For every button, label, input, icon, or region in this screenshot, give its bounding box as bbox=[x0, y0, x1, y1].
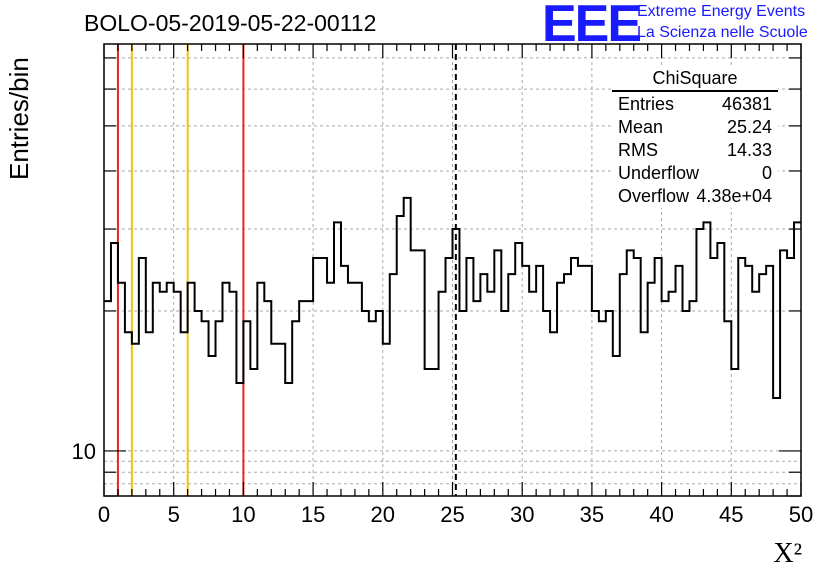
y-tick-labels: 10 bbox=[72, 439, 96, 464]
logo-line-1: Extreme Energy Events bbox=[637, 3, 806, 20]
stats-value: 4.38e+04 bbox=[696, 186, 772, 206]
stats-row-underflow: Underflow 0 bbox=[612, 162, 778, 185]
eee-logo: EEE bbox=[542, 0, 642, 53]
stats-value: 0 bbox=[761, 163, 772, 183]
y-tick-label: 10 bbox=[72, 439, 96, 464]
stats-label: Entries bbox=[618, 94, 675, 114]
stats-row-rms: RMS 14.33 bbox=[612, 139, 778, 162]
x-tick-label: 20 bbox=[371, 502, 395, 527]
x-tick-label: 0 bbox=[98, 502, 110, 527]
plot-title: BOLO-05-2019-05-22-00112 bbox=[84, 10, 377, 36]
stats-row-entries: Entries 46381 bbox=[612, 93, 778, 116]
stats-title: ChiSquare bbox=[612, 68, 778, 92]
x-tick-label: 35 bbox=[580, 502, 604, 527]
y-axis-label: Entries/bin bbox=[4, 57, 34, 180]
x-axis-label: X² bbox=[773, 538, 802, 569]
stats-label: Underflow bbox=[618, 163, 700, 183]
stats-row-overflow: Overflow 4.38e+04 bbox=[612, 185, 778, 208]
x-tick-label: 15 bbox=[301, 502, 325, 527]
x-tick-label: 40 bbox=[649, 502, 673, 527]
stats-box: ChiSquare Entries 46381 Mean 25.24 RMS 1… bbox=[612, 68, 778, 208]
stats-value: 14.33 bbox=[726, 140, 772, 160]
x-tick-label: 5 bbox=[168, 502, 180, 527]
stats-label: Overflow bbox=[618, 186, 690, 206]
histogram-line bbox=[104, 196, 801, 399]
x-tick-label: 10 bbox=[231, 502, 255, 527]
stats-value: 25.24 bbox=[726, 117, 772, 137]
x-tick-labels: 0 5 10 15 20 25 30 35 40 45 50 bbox=[98, 502, 813, 527]
stats-row-mean: Mean 25.24 bbox=[612, 116, 778, 139]
x-tick-label: 45 bbox=[719, 502, 743, 527]
axis-ticks bbox=[103, 44, 802, 497]
stats-label: RMS bbox=[618, 140, 658, 160]
x-tick-label: 30 bbox=[510, 502, 534, 527]
marker-lines bbox=[116, 44, 457, 496]
histogram-series bbox=[104, 196, 801, 399]
stats-value: 46381 bbox=[721, 94, 772, 114]
stats-label: Mean bbox=[618, 117, 664, 137]
x-tick-label: 25 bbox=[440, 502, 464, 527]
x-tick-label: 50 bbox=[789, 502, 813, 527]
logo-line-2: La Scienza nelle Scuole bbox=[637, 24, 808, 41]
